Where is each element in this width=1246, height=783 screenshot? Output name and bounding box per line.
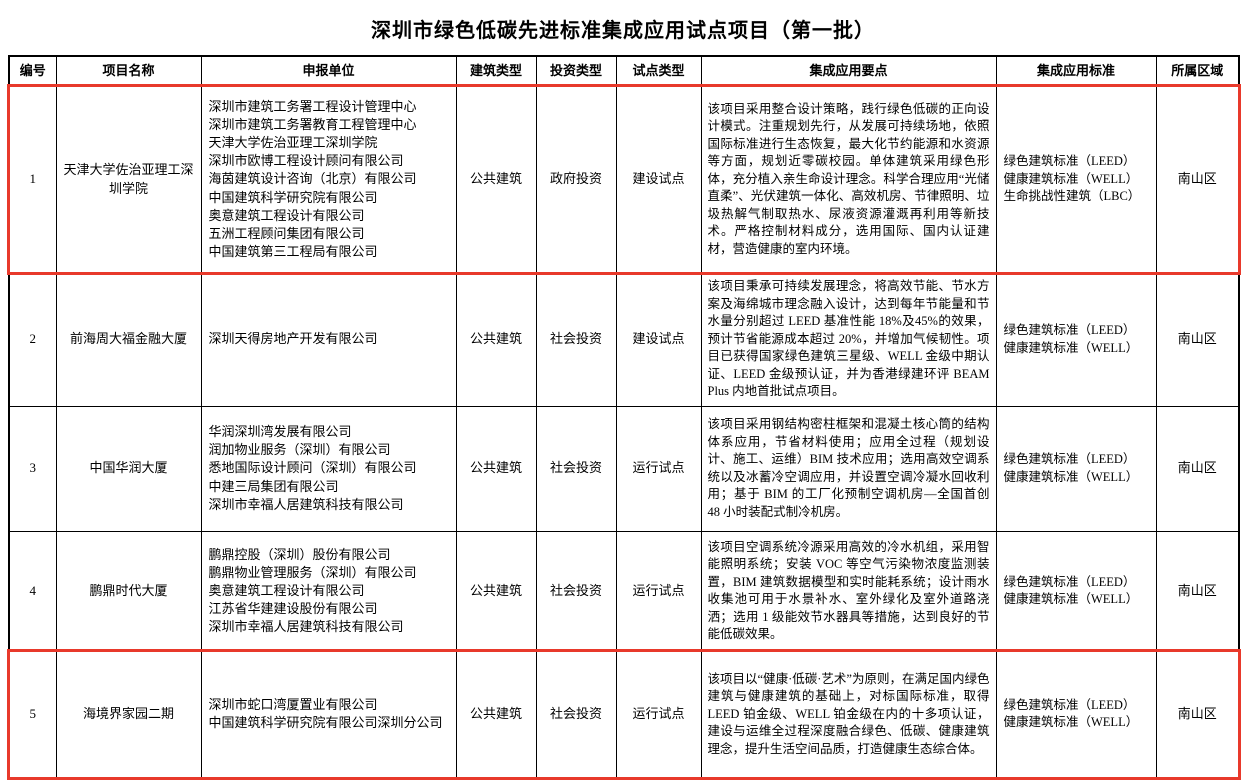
header-region: 所属区域 [1155, 55, 1240, 87]
cell-no: 4 [8, 530, 57, 652]
cell-points: 该项目以“健康·低碳·艺术”为原则，在满足国内绿色建筑与健康建筑的基础上，对标国… [700, 650, 997, 779]
table-header-row: 编号 项目名称 申报单位 建筑类型 投资类型 试点类型 集成应用要点 集成应用标… [8, 55, 1240, 87]
cell-no: 5 [8, 650, 57, 779]
cell-units: 华润深圳湾发展有限公司 润加物业服务（深圳）有限公司 悉地国际设计顾问（深圳）有… [200, 405, 457, 532]
cell-building-type: 公共建筑 [455, 405, 537, 532]
cell-points: 该项目采用整合设计策略，践行绿色低碳的正向设计模式。注重规划先行，从发展可持续场… [700, 85, 997, 274]
cell-building-type: 公共建筑 [455, 530, 537, 652]
cell-region: 南山区 [1155, 650, 1240, 779]
header-investment-type: 投资类型 [535, 55, 617, 87]
cell-pilot-type: 运行试点 [615, 650, 702, 779]
cell-region: 南山区 [1155, 85, 1240, 274]
cell-standards: 绿色建筑标准（LEED） 健康建筑标准（WELL） [995, 272, 1157, 407]
cell-project-name: 鹏鼎时代大厦 [55, 530, 202, 652]
cell-pilot-type: 建设试点 [615, 85, 702, 274]
cell-investment-type: 社会投资 [535, 272, 617, 407]
cell-points: 该项目采用钢结构密柱框架和混凝土核心筒的结构体系应用，节省材料使用；应用全过程（… [700, 405, 997, 532]
cell-standards: 绿色建筑标准（LEED） 健康建筑标准（WELL） [995, 530, 1157, 652]
cell-project-name: 中国华润大厦 [55, 405, 202, 532]
cell-project-name: 前海周大福金融大厦 [55, 272, 202, 407]
cell-building-type: 公共建筑 [455, 85, 537, 274]
table-row-highlighted: 1 天津大学佐治亚理工深圳学院 深圳市建筑工务署工程设计管理中心 深圳市建筑工务… [7, 84, 1241, 275]
cell-building-type: 公共建筑 [455, 272, 537, 407]
cell-standards: 绿色建筑标准（LEED） 健康建筑标准（WELL） [995, 405, 1157, 532]
cell-pilot-type: 运行试点 [615, 405, 702, 532]
cell-building-type: 公共建筑 [455, 650, 537, 779]
header-standards: 集成应用标准 [995, 55, 1157, 87]
header-pilot-type: 试点类型 [615, 55, 702, 87]
cell-units: 深圳天得房地产开发有限公司 [200, 272, 457, 407]
cell-region: 南山区 [1155, 405, 1240, 532]
cell-investment-type: 社会投资 [535, 405, 617, 532]
cell-investment-type: 政府投资 [535, 85, 617, 274]
cell-no: 1 [8, 85, 57, 274]
table-row: 3 中国华润大厦 华润深圳湾发展有限公司 润加物业服务（深圳）有限公司 悉地国际… [8, 405, 1240, 532]
table-row-highlighted: 5 海境界家园二期 深圳市蛇口湾厦置业有限公司 中国建筑科学研究院有限公司深圳分… [7, 649, 1241, 780]
header-units: 申报单位 [200, 55, 457, 87]
header-points: 集成应用要点 [700, 55, 997, 87]
header-no: 编号 [8, 55, 57, 87]
cell-points: 该项目秉承可持续发展理念，将高效节能、节水方案及海绵城市理念融入设计，达到每年节… [700, 272, 997, 407]
table-row: 2 前海周大福金融大厦 深圳天得房地产开发有限公司 公共建筑 社会投资 建设试点… [8, 272, 1240, 407]
cell-points: 该项目空调系统冷源采用高效的冷水机组，采用智能照明系统；安装 VOC 等空气污染… [700, 530, 997, 652]
header-building-type: 建筑类型 [455, 55, 537, 87]
cell-no: 2 [8, 272, 57, 407]
cell-investment-type: 社会投资 [535, 530, 617, 652]
cell-investment-type: 社会投资 [535, 650, 617, 779]
cell-units: 深圳市建筑工务署工程设计管理中心 深圳市建筑工务署教育工程管理中心 天津大学佐治… [200, 85, 457, 274]
page-title: 深圳市绿色低碳先进标准集成应用试点项目（第一批） [371, 20, 875, 42]
header-project-name: 项目名称 [55, 55, 202, 87]
cell-standards: 绿色建筑标准（LEED） 健康建筑标准（WELL） [995, 650, 1157, 779]
cell-units: 鹏鼎控股（深圳）股份有限公司 鹏鼎物业管理服务（深圳）有限公司 奥意建筑工程设计… [200, 530, 457, 652]
cell-region: 南山区 [1155, 530, 1240, 652]
cell-project-name: 海境界家园二期 [55, 650, 202, 779]
cell-region: 南山区 [1155, 272, 1240, 407]
cell-pilot-type: 建设试点 [615, 272, 702, 407]
table-row: 4 鹏鼎时代大厦 鹏鼎控股（深圳）股份有限公司 鹏鼎物业管理服务（深圳）有限公司… [8, 530, 1240, 652]
projects-table: 编号 项目名称 申报单位 建筑类型 投资类型 试点类型 集成应用要点 集成应用标… [7, 55, 1241, 780]
cell-no: 3 [8, 405, 57, 532]
cell-units: 深圳市蛇口湾厦置业有限公司 中国建筑科学研究院有限公司深圳分公司 [200, 650, 457, 779]
cell-project-name: 天津大学佐治亚理工深圳学院 [55, 85, 202, 274]
cell-standards: 绿色建筑标准（LEED） 健康建筑标准（WELL） 生命挑战性建筑（LBC） [995, 85, 1157, 274]
cell-pilot-type: 运行试点 [615, 530, 702, 652]
